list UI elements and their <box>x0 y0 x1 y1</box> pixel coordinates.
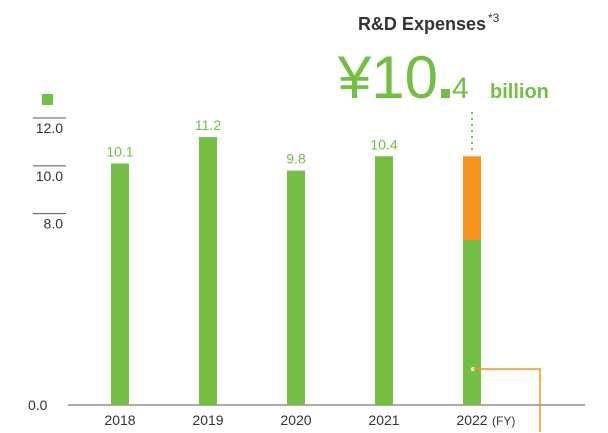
y-tick-label: 10.0 <box>36 168 63 184</box>
headline-main: ¥10 <box>337 44 438 111</box>
y-tick-label: 12.0 <box>36 120 63 136</box>
bar <box>199 137 217 405</box>
headline-decimal: 4 <box>452 72 469 105</box>
chart-title: R&D Expenses <box>358 14 486 34</box>
x-tick-label: 2019 <box>192 412 223 428</box>
callout-line <box>473 368 541 432</box>
x-unit: (FY) <box>492 414 515 428</box>
legend-marker <box>42 94 53 105</box>
y-tick-label: 0.0 <box>28 397 48 413</box>
bar <box>463 239 481 405</box>
headline-unit: billion <box>490 81 549 103</box>
bar <box>111 163 129 405</box>
x-tick-label: 2020 <box>280 412 311 428</box>
value-label: 10.1 <box>106 143 133 159</box>
x-tick-label: 2021 <box>368 412 399 428</box>
x-tick-label: 2022 <box>456 412 487 428</box>
bar <box>287 170 305 405</box>
value-label: 10.4 <box>370 136 397 152</box>
bar <box>375 156 393 405</box>
headline-dot <box>441 89 450 98</box>
value-label: 11.2 <box>195 117 221 133</box>
bar <box>463 156 481 240</box>
value-label: 9.8 <box>286 151 306 167</box>
x-tick-label: 2018 <box>104 412 135 428</box>
y-tick-label: 8.0 <box>44 216 64 232</box>
title-note: *3 <box>488 11 500 25</box>
